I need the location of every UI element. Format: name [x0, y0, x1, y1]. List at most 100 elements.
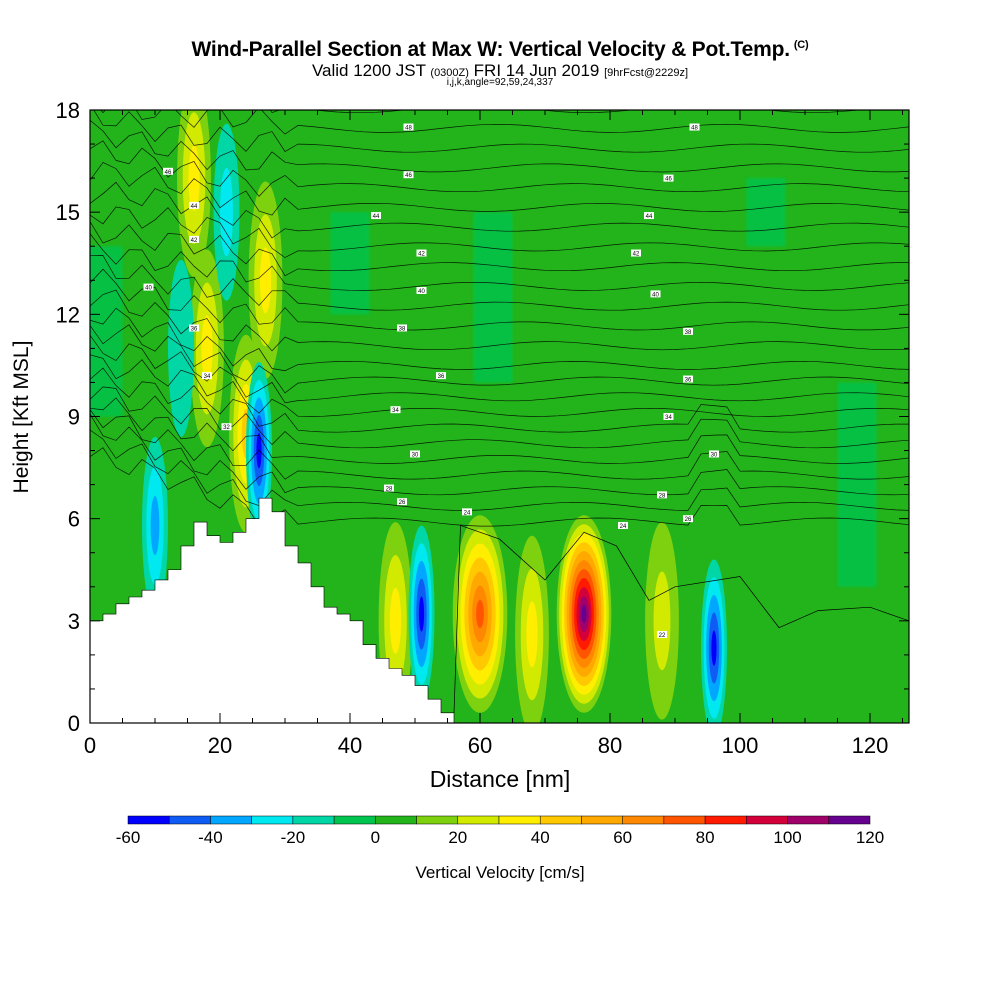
isentrope-label: 28	[657, 491, 667, 499]
isentrope-label-bg	[657, 491, 667, 499]
isentrope-line	[90, 289, 909, 352]
isentrope-label-bg	[390, 406, 401, 414]
isentrope-label: 48	[403, 123, 414, 132]
isentrope-label: 42	[416, 249, 427, 258]
updraft-contour	[653, 571, 671, 671]
isentrope-label-bg	[650, 290, 661, 298]
isentrope-label: 38	[397, 324, 407, 332]
y-tick-label: 9	[68, 405, 80, 430]
isentrope-label: 42	[631, 249, 641, 258]
x-axis-label: Distance [nm]	[429, 766, 571, 792]
updraft-contour	[476, 599, 484, 629]
isentrope-label-bg	[397, 324, 407, 332]
isentrope-label-bg	[189, 235, 199, 243]
terrain	[90, 497, 455, 723]
forecast-tag: [9hrFcst@2229z]	[604, 67, 689, 79]
isentrope-line	[90, 206, 909, 258]
isentrope-label-text: 34	[665, 415, 672, 421]
colorbar-swatch	[333, 815, 376, 825]
x-tick-label: 120	[852, 733, 889, 758]
isentrope-label-text: 22	[659, 633, 666, 639]
isentrope-label-text: 36	[438, 374, 445, 380]
isentrope-label-text: 48	[405, 126, 412, 132]
updraft-contour	[201, 315, 213, 382]
isentrope-label-bg	[403, 171, 414, 179]
colorbar-tick-label: 40	[531, 828, 550, 847]
isentrope-label: 32	[221, 423, 232, 431]
colorbar-swatch	[746, 815, 788, 825]
isentrope-label-text: 30	[711, 452, 718, 458]
isentrope-label-text: 48	[691, 126, 698, 132]
isentrope-label-text: 24	[464, 510, 471, 516]
isentrope-label-text: 38	[399, 326, 406, 332]
isentrope-label: 46	[403, 171, 414, 179]
x-tick-label: 60	[468, 733, 492, 758]
x-tick-label: 80	[598, 733, 622, 758]
updraft-contour	[526, 601, 538, 668]
isentrope-label-bg	[657, 630, 667, 638]
updraft-contour	[259, 247, 272, 314]
isentrope-label-text: 46	[405, 173, 412, 179]
colorbar-tick-label: -20	[281, 828, 306, 847]
updraft-contour	[581, 605, 587, 624]
isentrope-line	[90, 221, 909, 277]
isentrope-line	[93, 110, 909, 153]
isentrope-label-text: 42	[191, 238, 198, 244]
isentrope-line	[90, 307, 909, 372]
isentrope-line	[90, 233, 909, 291]
colorbar-swatch	[168, 815, 211, 825]
isentrope-line	[100, 110, 909, 135]
colorbar-swatch	[498, 815, 541, 825]
section-params: i,j,k,angle=92,59,24,337	[446, 77, 554, 88]
isentrope-label-bg	[397, 498, 407, 506]
isentrope-label-bg	[631, 249, 641, 257]
isentrope-label-bg	[384, 484, 394, 492]
colorbar-swatch	[127, 815, 170, 825]
isentrope-label-bg	[189, 201, 199, 209]
weak-downdraft-band	[330, 212, 370, 315]
y-tick-label: 0	[68, 711, 80, 736]
isentrope-line	[90, 60, 909, 95]
y-tick-label: 6	[68, 507, 80, 532]
isentrope-label-text: 46	[665, 177, 672, 183]
colorbar-swatch	[828, 815, 871, 825]
isentrope-label: 34	[202, 372, 212, 380]
y-tick-label: 3	[68, 609, 80, 634]
isentrope-label: 48	[689, 123, 700, 132]
colorbar-swatch	[581, 815, 623, 825]
isentrope-label-bg	[663, 413, 674, 420]
isentrope-label-text: 38	[685, 330, 692, 336]
isentrope-label-text: 28	[659, 493, 666, 499]
colorbar-swatch	[251, 815, 294, 825]
colorbar-label: Vertical Velocity [cm/s]	[415, 863, 585, 882]
isentrope-label-text: 40	[418, 289, 425, 295]
isentrope-line	[90, 38, 909, 77]
updraft-contour	[188, 145, 200, 212]
isentrope-label-text: 28	[386, 487, 393, 493]
isentrope-label-bg	[371, 212, 381, 220]
isentrope-label-bg	[683, 375, 693, 383]
updraft-contour	[389, 587, 402, 654]
isentrope-label-bg	[163, 167, 173, 175]
isentrope-line	[90, 354, 909, 417]
valid-date: FRI 14 Jun 2019	[473, 61, 600, 80]
isentrope-label-bg	[436, 372, 446, 380]
isentrope-label: 30	[410, 450, 420, 458]
isentrope-line	[453, 524, 909, 713]
isentrope-line	[90, 255, 909, 311]
colorbar-tick-label: 120	[856, 828, 884, 847]
downdraft-contour	[168, 259, 194, 437]
isentrope-line	[90, 268, 909, 331]
isentrope-label: 24	[462, 508, 472, 516]
downdraft-contour	[418, 596, 425, 632]
isentrope-line	[90, 140, 909, 197]
y-tick-label: 12	[56, 302, 80, 327]
velocity-field	[90, 110, 877, 723]
colorbar-tick-label: -40	[198, 828, 223, 847]
isentrope-label-text: 26	[399, 500, 406, 506]
weak-downdraft-band	[746, 178, 786, 247]
colorbar-swatch	[457, 815, 500, 825]
isentrope-line	[90, 367, 909, 433]
isentrope-label-bg	[416, 249, 427, 257]
isentrope-label-text: 44	[373, 214, 380, 220]
